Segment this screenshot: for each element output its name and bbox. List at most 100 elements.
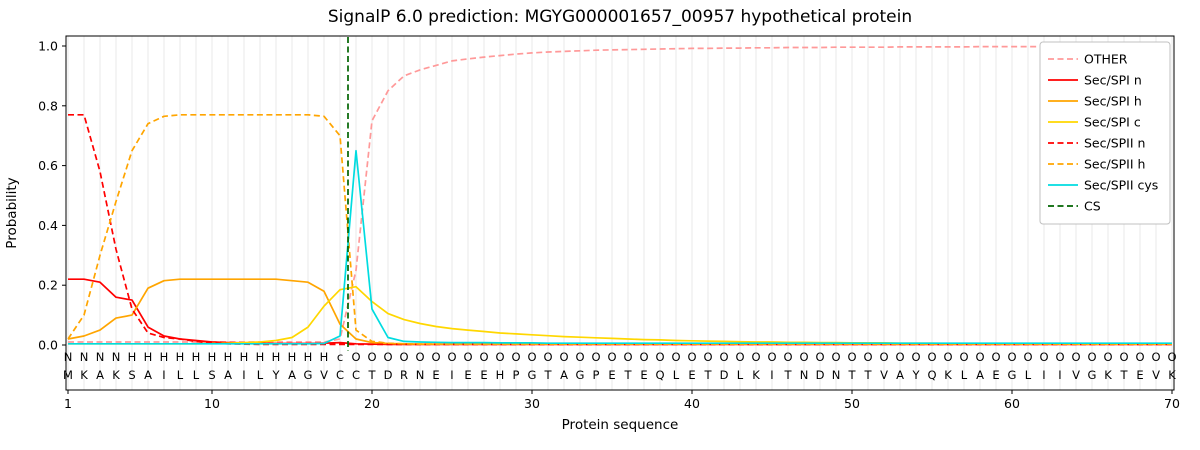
legend-entry-label: Sec/SPII h — [1084, 157, 1145, 172]
sequence-letter: I — [770, 368, 773, 382]
annotation-letter: O — [831, 350, 840, 364]
sequence-letter: Q — [927, 368, 936, 382]
x-tick-label: 1 — [64, 396, 72, 411]
annotation-letter: O — [367, 350, 376, 364]
legend-entry-label: Sec/SPI n — [1084, 73, 1142, 88]
sequence-letter: L — [737, 368, 744, 382]
sequence-letter: I — [1042, 368, 1045, 382]
annotation-letter: H — [272, 350, 281, 364]
annotation-letter: H — [256, 350, 265, 364]
annotation-letter: c — [337, 350, 343, 364]
annotation-letter: H — [304, 350, 313, 364]
annotation-letter: O — [1071, 350, 1080, 364]
annotation-letter: O — [719, 350, 728, 364]
annotation-letter: O — [703, 350, 712, 364]
annotation-letter: O — [511, 350, 520, 364]
annotation-letter: O — [543, 350, 552, 364]
annotation-letter: O — [1039, 350, 1048, 364]
sequence-letter: A — [224, 368, 232, 382]
annotation-letter: H — [160, 350, 169, 364]
y-tick-label: 0.4 — [38, 218, 58, 233]
annotation-letter: O — [687, 350, 696, 364]
sequence-letter: L — [257, 368, 264, 382]
sequence-letter: G — [576, 368, 585, 382]
y-axis-ticks: 0.0 0.2 0.4 0.6 0.8 1.0 — [38, 39, 66, 353]
annotation-letter: O — [975, 350, 984, 364]
chart-title: SignalP 6.0 prediction: MGYG000001657_00… — [328, 7, 912, 27]
annotation-letter: O — [863, 350, 872, 364]
sequence-letter: N — [416, 368, 425, 382]
annotation-letter: O — [1087, 350, 1096, 364]
sequence-letter: I — [450, 368, 453, 382]
sequence-letter: V — [1072, 368, 1080, 382]
annotation-letter: N — [80, 350, 89, 364]
sequence-letter: C — [352, 368, 360, 382]
sequence-letter: L — [673, 368, 680, 382]
sequence-letter: A — [288, 368, 296, 382]
annotation-letter: H — [192, 350, 201, 364]
series-line-sec-spii-cys — [68, 149, 1172, 345]
annotation-letter: O — [1135, 350, 1144, 364]
annotation-letter: O — [431, 350, 440, 364]
annotation-letter: O — [799, 350, 808, 364]
sequence-letter: K — [1168, 368, 1176, 382]
annotation-letter: O — [751, 350, 760, 364]
legend-entry-label: CS — [1084, 199, 1101, 214]
sequence-letter: E — [992, 368, 999, 382]
sequence-letter: D — [816, 368, 825, 382]
y-axis-label: Probability — [4, 177, 20, 248]
legend-entry-label: Sec/SPII n — [1084, 136, 1145, 151]
sequence-letter: I — [242, 368, 245, 382]
annotation-letter: O — [895, 350, 904, 364]
sequence-letter: N — [832, 368, 841, 382]
x-tick-label: 20 — [364, 396, 380, 411]
x-axis-ticks: 1 10 20 30 40 50 60 70 — [64, 390, 1180, 411]
annotation-letter: O — [1023, 350, 1032, 364]
annotation-letter: O — [943, 350, 952, 364]
annotation-letter: H — [240, 350, 249, 364]
legend-box — [1039, 41, 1171, 225]
x-tick-label: 50 — [844, 396, 860, 411]
sequence-letter: T — [863, 368, 872, 382]
annotation-letter: H — [128, 350, 137, 364]
sequence-letter: E — [608, 368, 615, 382]
annotation-letter: O — [383, 350, 392, 364]
sequence-letter: Y — [911, 368, 920, 382]
sequence-letter: T — [783, 368, 792, 382]
sequence-letter: N — [800, 368, 809, 382]
series-line-sec-spi-c — [68, 285, 1172, 345]
annotation-letter: O — [927, 350, 936, 364]
sequence-letter: I — [1058, 368, 1061, 382]
sequence-letter: T — [703, 368, 712, 382]
annotation-letter: H — [144, 350, 153, 364]
annotation-letter: O — [1007, 350, 1016, 364]
legend-entry-label: Sec/SPI h — [1084, 94, 1142, 109]
sequence-letter: S — [208, 368, 215, 382]
x-tick-label: 40 — [684, 396, 700, 411]
sequence-letter: E — [688, 368, 695, 382]
sequence-letter: T — [623, 368, 632, 382]
annotation-letter: H — [176, 350, 185, 364]
annotation-letter: O — [415, 350, 424, 364]
annotation-letter: O — [991, 350, 1000, 364]
annotation-letter: O — [1055, 350, 1064, 364]
sequence-letter: L — [961, 368, 968, 382]
legend: OTHER Sec/SPI n Sec/SPI h Sec/SPI c Sec/SPII… — [1039, 41, 1171, 225]
annotation-letter: O — [559, 350, 568, 364]
sequence-letter: M — [63, 368, 73, 382]
sequence-letter: E — [640, 368, 647, 382]
annotation-letter: O — [575, 350, 584, 364]
annotation-letter: H — [224, 350, 233, 364]
y-tick-label: 0.2 — [38, 278, 58, 293]
annotation-letter: O — [463, 350, 472, 364]
series-line-sec-spi-n — [68, 278, 1172, 346]
annotation-letter: O — [623, 350, 632, 364]
x-tick-label: 70 — [1164, 396, 1180, 411]
annotation-letter: H — [208, 350, 217, 364]
annotation-letter: O — [399, 350, 408, 364]
series-line-sec-spii-h — [67, 113, 1172, 345]
sequence-letter: K — [80, 368, 88, 382]
sequence-letter: A — [560, 368, 568, 382]
